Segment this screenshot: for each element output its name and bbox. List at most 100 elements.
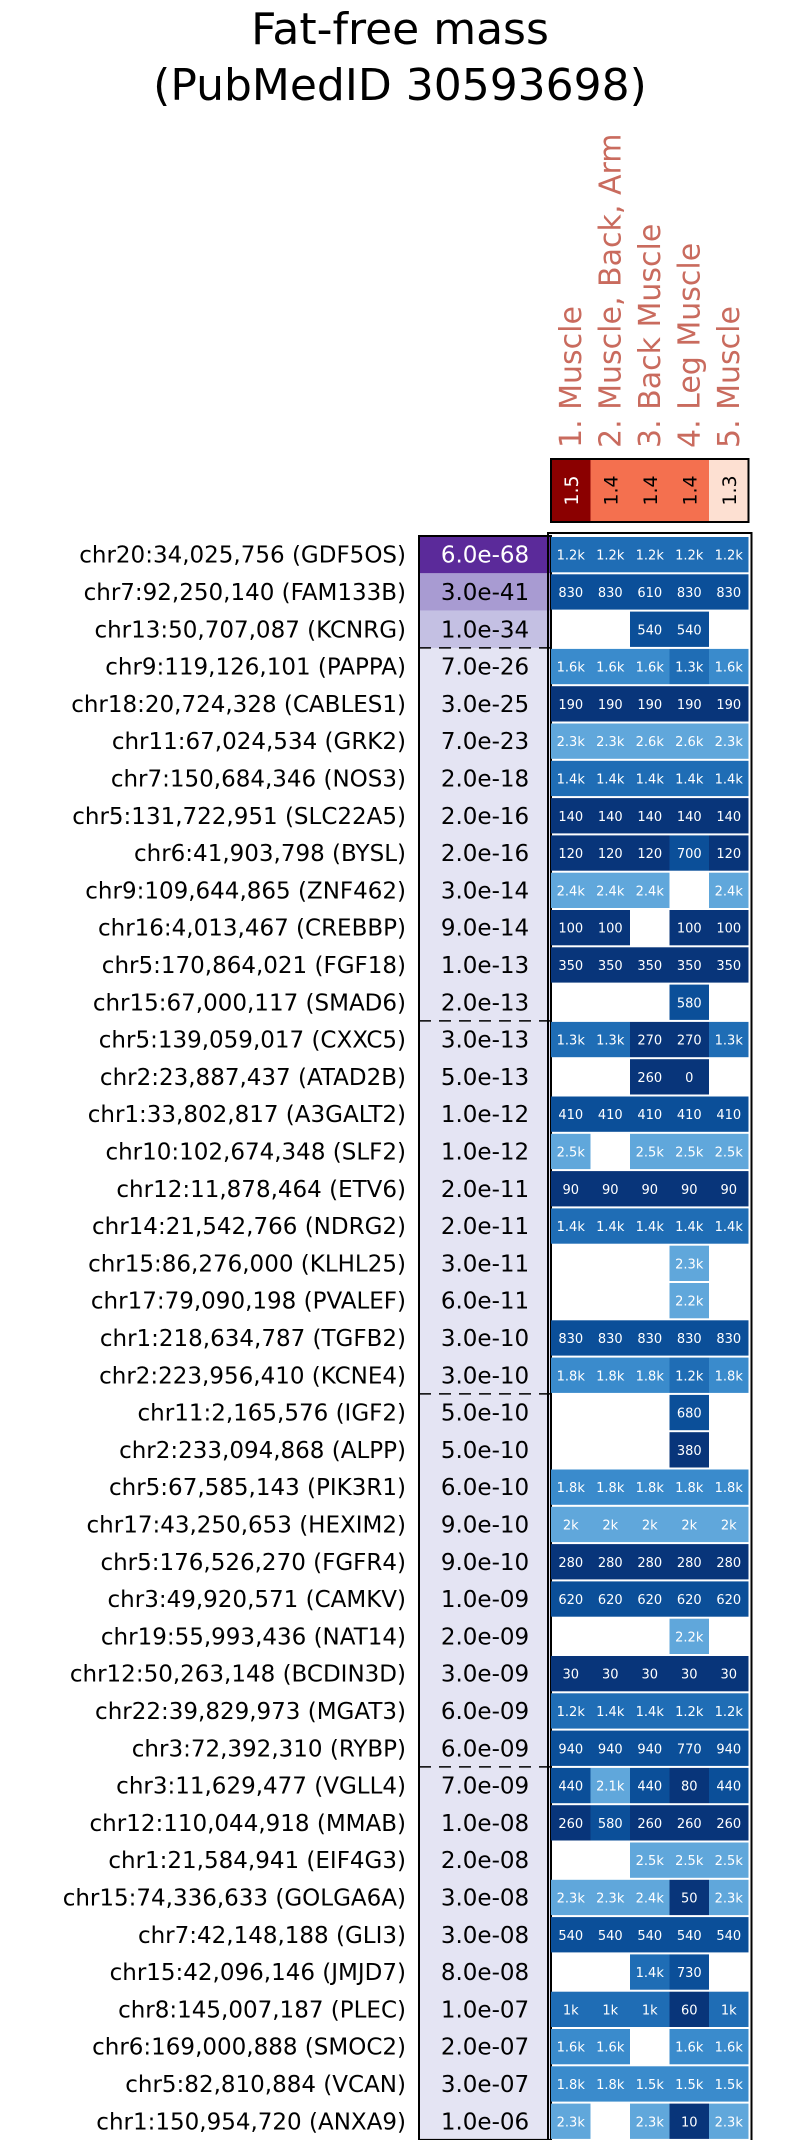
pvalue-cell <box>419 1804 551 1842</box>
pvalue-cell <box>419 2102 551 2140</box>
pvalue-text: 3.0e-08 <box>441 1923 529 1949</box>
row-label: chr12:50,263,148 (BCDIN3D) <box>70 1662 406 1688</box>
heatmap-cell-value: 1.6k <box>715 2041 744 2056</box>
heatmap-cell <box>630 1693 670 1729</box>
heatmap-cell-value: 620 <box>598 1593 623 1608</box>
heatmap-cell <box>551 1133 591 1170</box>
heatmap-cell-value: 1.5k <box>715 2078 744 2093</box>
row-label: chr14:21,542,766 (NDRG2) <box>92 1214 406 1240</box>
heatmap-cell <box>590 1767 630 1804</box>
pvalue-cell <box>419 1095 551 1133</box>
heatmap-cell-value: 2.5k <box>715 1145 744 1160</box>
pvalue-cell <box>419 1393 551 1432</box>
heatmap-cell-value: 30 <box>641 1668 658 1683</box>
pvalue-text: 6.0e-10 <box>441 1475 529 1501</box>
heatmap-cell <box>709 574 749 610</box>
pvalue-cell <box>419 1282 551 1320</box>
heatmap-cell <box>630 1208 670 1244</box>
heatmap-cell <box>551 648 591 685</box>
heatmap-cell <box>669 1245 709 1281</box>
heatmap-cell-value: 2k <box>563 1518 579 1533</box>
pvalue-cell <box>419 1655 551 1693</box>
heatmap-cell-value: 260 <box>558 1817 583 1832</box>
heatmap-cell-value: 1.8k <box>636 1369 665 1384</box>
heatmap-cell <box>630 1357 670 1393</box>
heatmap-cell <box>669 2103 709 2139</box>
heatmap-cell <box>590 1879 630 1916</box>
pvalue-cell <box>419 2065 551 2103</box>
heatmap-cell-value: 2.5k <box>675 1145 704 1160</box>
pvalue-text: 2.0e-13 <box>441 990 529 1016</box>
heatmap-cell <box>551 1357 591 1393</box>
heatmap-cell-value: 1.2k <box>636 549 665 564</box>
score-box <box>709 459 749 522</box>
heatmap-cell-value: 1.2k <box>715 549 744 564</box>
heatmap-cell <box>630 574 670 610</box>
pvalue-text: 6.0e-11 <box>441 1289 529 1315</box>
heatmap-cell <box>590 872 630 908</box>
heatmap-cell <box>709 1171 749 1207</box>
heatmap-cell <box>551 1917 591 1953</box>
heatmap-cell <box>630 872 670 908</box>
column-header: 2. Muscle, Back, Arm <box>593 133 628 448</box>
heatmap-cell-value: 280 <box>637 1556 662 1571</box>
pvalue-text: 1.0e-07 <box>441 1997 529 2023</box>
row-label: chr5:170,864,021 (FGF18) <box>102 953 406 979</box>
heatmap-cell <box>630 1133 670 1170</box>
row-label: chr20:34,025,756 (GDF5OS) <box>79 543 406 569</box>
heatmap-cell <box>630 1581 670 1617</box>
heatmap-cell <box>709 1991 749 2027</box>
group-separators <box>419 647 551 1768</box>
heatmap-cell <box>669 1544 709 1580</box>
heatmap-cell <box>709 1879 749 1916</box>
heatmap-cell-value: 2.6k <box>636 735 665 750</box>
heatmap-cell <box>590 648 630 685</box>
heatmap-cell-value: 2k <box>602 1518 618 1533</box>
heatmap-cell <box>669 1059 709 1095</box>
pvalue-cell <box>419 1244 551 1282</box>
heatmap-cell-value: 100 <box>598 922 623 937</box>
heatmap-cell <box>669 611 709 647</box>
heatmap-cell <box>630 723 670 759</box>
heatmap-cell-value: 1.2k <box>557 1705 586 1720</box>
heatmap-cell <box>669 1656 709 1692</box>
heatmap-cell <box>709 2029 749 2065</box>
heatmap-cell <box>590 1693 630 1729</box>
heatmap-cell-value: 380 <box>677 1444 702 1459</box>
heatmap-cell-value: 2.3k <box>715 2115 744 2130</box>
column-header: 5. Muscle <box>712 306 747 448</box>
heatmap-cell-value: 1k <box>642 2003 658 2018</box>
heatmap-cell-value: 940 <box>558 1742 583 1757</box>
heatmap-cell <box>669 2066 709 2102</box>
row-labels: chr20:34,025,756 (GDF5OS) chr7:92,250,140… <box>63 543 406 2136</box>
heatmap-cell <box>709 1208 749 1244</box>
pvalue-cell <box>419 722 551 760</box>
heatmap-cell-value: 90 <box>641 1183 658 1198</box>
pvalue-text: 8.0e-08 <box>441 1960 529 1986</box>
pvalue-text: 2.0e-11 <box>441 1214 529 1240</box>
heatmap-cell <box>590 835 630 871</box>
pvalue-text: 7.0e-26 <box>441 655 529 681</box>
heatmap-cell-value: 1.6k <box>596 2041 625 2056</box>
row-label: chr16:4,013,467 (CREBBP) <box>98 916 406 942</box>
heatmap-cell-value: 100 <box>558 922 583 937</box>
heatmap-cell-value: 2.4k <box>596 884 625 899</box>
heatmap-cell <box>590 574 630 610</box>
heatmap-cell-value: 2.5k <box>636 1145 665 1160</box>
heatmap-cell <box>669 1320 709 1356</box>
pvalue-text: 1.0e-12 <box>441 1139 529 1165</box>
heatmap-cell-value: 830 <box>637 1332 662 1347</box>
pvalue-cell <box>419 685 551 723</box>
heatmap-cell <box>590 1656 630 1692</box>
heatmap-cell-value: 540 <box>677 623 702 638</box>
pvalue-text: 5.0e-10 <box>441 1401 529 1427</box>
heatmap-cell-value: 1.8k <box>596 1369 625 1384</box>
heatmap-cell <box>590 1021 630 1058</box>
heatmap-cell <box>590 2029 630 2065</box>
heatmap-cell-value: 1.4k <box>636 1705 665 1720</box>
score-value: 1.4 <box>640 475 662 505</box>
heatmap-cell <box>551 1805 591 1841</box>
heatmap-cell-value: 1.4k <box>596 1220 625 1235</box>
heatmap-cell-value: 140 <box>637 810 662 825</box>
